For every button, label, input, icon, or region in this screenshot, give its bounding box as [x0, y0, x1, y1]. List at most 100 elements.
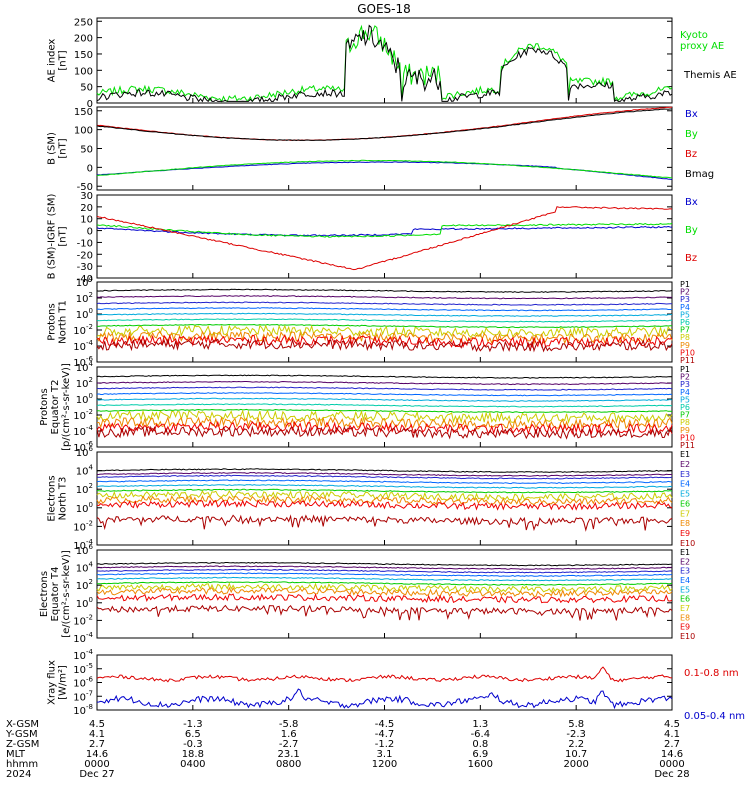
et3-legend-e3: E3	[680, 470, 690, 479]
bottom-cell: 2.7	[664, 739, 680, 750]
et4-ytick-label: 100	[76, 596, 93, 610]
pt2-ylabel-line-1: Equator T2	[50, 380, 61, 435]
et4-series-e7	[96, 582, 673, 594]
pt1-series-p3	[96, 301, 673, 306]
pt1-legend-p4: P4	[680, 303, 690, 312]
ae-ylabel-line-0: AE index	[47, 39, 58, 83]
et4-legend-e9: E9	[680, 623, 690, 632]
pt2-series-p11	[96, 425, 673, 440]
ae-ylabel-line-1: [nT]	[58, 50, 69, 70]
pt1-legend-p6: P6	[680, 318, 690, 327]
bottom-cell: 2.2	[568, 739, 584, 750]
bsm-legend-bz: Bz	[685, 149, 697, 160]
pt2-ytick-label: 104	[76, 360, 94, 374]
pt2-ytick-label: 10-2	[73, 408, 93, 422]
et3-series-e10	[96, 514, 673, 532]
bigrf-legend-bx: Bx	[685, 197, 698, 208]
bottom-cell: 1.3	[472, 719, 488, 730]
bigrf-series-by	[96, 222, 673, 238]
bsm-ylabel-line-1: [nT]	[58, 138, 69, 158]
bigrf-ytick-label: -20	[77, 250, 93, 261]
pt1-series-p4	[96, 307, 672, 312]
bottom-row-label: MLT	[6, 749, 26, 760]
bottom-cell: -4.7	[375, 729, 395, 740]
et4-legend-e10: E10	[680, 632, 695, 641]
bottom-cell: 3.1	[377, 749, 393, 760]
bottom-cell: 0.8	[472, 739, 488, 750]
pt1-legend-p5: P5	[680, 310, 690, 319]
bsm-series-by	[96, 159, 673, 179]
bottom-cell: -2.3	[566, 729, 586, 740]
pt1-legend-p11: P11	[680, 356, 695, 365]
et3-legend-e7: E7	[680, 509, 690, 518]
bsm-legend-bx: Bx	[685, 109, 698, 120]
bottom-cell: 4.1	[664, 729, 680, 740]
xray-series-short	[96, 688, 673, 710]
et4-ylabel-line-0: Electrons	[39, 571, 50, 617]
pt1-legend-p8: P8	[680, 333, 690, 342]
bottom-axis-table: X-GSMY-GSMZ-GSMMLThhmm20244.54.12.714.60…	[5, 719, 690, 780]
bottom-cell: 2.7	[89, 739, 105, 750]
et3-legend-e4: E4	[680, 480, 690, 489]
et4-legend-e2: E2	[680, 557, 690, 566]
pt1-legend-p2: P2	[680, 288, 690, 297]
bottom-cell: -6.4	[471, 729, 491, 740]
et3-ytick-label: 100	[76, 501, 93, 515]
et3-legend-e1: E1	[680, 450, 690, 459]
et4-ytick-label: 104	[76, 561, 94, 575]
pt2-ytick-label: 100	[76, 392, 93, 406]
pt2-legend-p10: P10	[680, 433, 695, 442]
et3-legend-e9: E9	[680, 529, 690, 538]
pt1-legend-p10: P10	[680, 348, 695, 357]
bigrf-ytick-label: 0	[87, 227, 93, 238]
pt2-legend-p1: P1	[680, 365, 690, 374]
et4-series-e2	[96, 565, 673, 570]
et3-ytick-label: 10-2	[73, 519, 93, 533]
bsm-ytick-label: 0	[87, 163, 93, 174]
et3-series-e9	[96, 499, 673, 511]
bigrf-ytick-label: -10	[77, 238, 93, 249]
bsm-ytick-label: -50	[77, 182, 93, 193]
bottom-cell: Dec 28	[654, 769, 689, 780]
et3-series-e1	[96, 468, 673, 473]
ae-ytick-label: 200	[74, 34, 93, 45]
bottom-cell: 6.9	[472, 749, 488, 760]
et3-ytick-label: 104	[76, 464, 94, 478]
bottom-cell: 0400	[180, 759, 205, 770]
et4-ytick-label: 10-2	[73, 613, 93, 627]
bsm-ylabel-line-0: B (SM)	[47, 132, 58, 165]
et4-series-e4	[97, 572, 673, 577]
pt1-series-p6	[96, 318, 673, 323]
ae-legend-kyoto-1: proxy AE	[680, 41, 724, 52]
bigrf-ytick-label: 20	[80, 203, 93, 214]
pt2-ylabel-line-2: [p/(cm²-s-sr-keV)]	[61, 363, 72, 451]
pt2-legend-p9: P9	[680, 426, 690, 435]
pt2-series-p4	[96, 392, 673, 397]
pt1-series-p7	[96, 323, 672, 329]
bsm-legend-bmag: Bmag	[685, 169, 714, 180]
bottom-row-label: hhmm	[6, 759, 38, 770]
bigrf-ytick-label: -40	[77, 274, 93, 285]
pt1-ylabel-line-0: Protons	[47, 303, 58, 340]
pt2-legend-p5: P5	[680, 395, 690, 404]
bottom-cell: 5.8	[568, 719, 584, 730]
ae-panel-frame	[96, 17, 673, 104]
et4-legend-e8: E8	[680, 613, 690, 622]
pt1-ytick-label: 10-6	[73, 355, 93, 369]
et4-legend-e3: E3	[680, 567, 690, 576]
bottom-row-label: Z-GSM	[6, 739, 39, 750]
et4-ytick-label: 106	[76, 543, 94, 557]
ae-series-kyoto-proxy-ae	[96, 24, 673, 103]
bottom-cell: Dec 27	[79, 769, 114, 780]
pt2-legend-p8: P8	[680, 418, 690, 427]
pt1-ytick-label: 104	[76, 275, 94, 289]
et4-ytick-label: 10-4	[73, 631, 93, 645]
et3-ytick-label: 106	[76, 445, 94, 459]
bottom-row-label: 2024	[6, 769, 31, 780]
bottom-cell: -1.3	[183, 719, 203, 730]
et4-series-e8	[96, 586, 673, 598]
pt1-series-p9	[96, 330, 673, 346]
et4-series-e5	[96, 576, 672, 582]
xray-series-long	[96, 666, 673, 683]
xray-legend-long: 0.1-0.8 nm	[684, 668, 739, 679]
